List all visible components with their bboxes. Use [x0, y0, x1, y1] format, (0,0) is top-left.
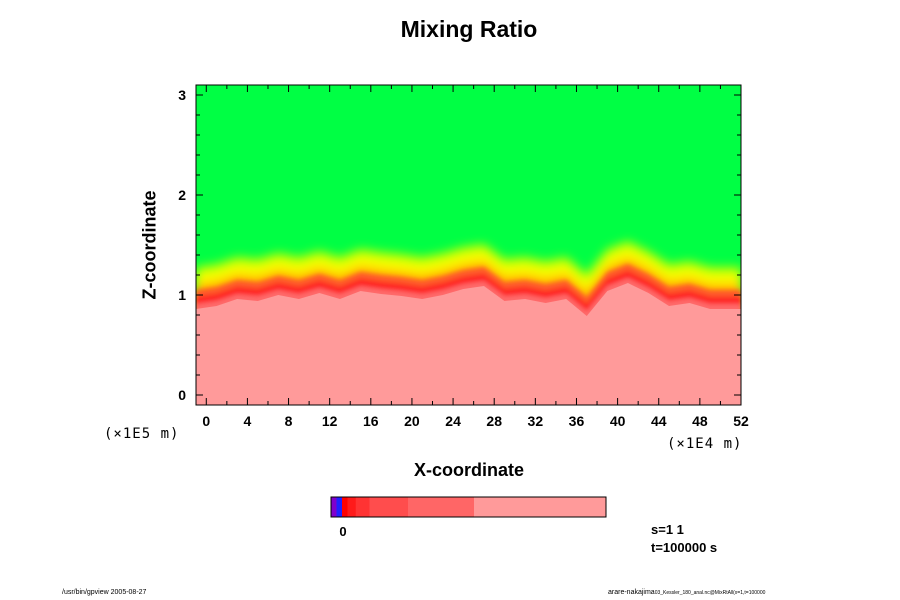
- x-tick-label: 0: [202, 413, 210, 429]
- colorbar-segment: [474, 497, 607, 517]
- x-tick-label: 32: [528, 413, 544, 429]
- colorbar-segment: [369, 497, 409, 517]
- x-tick-label: 16: [363, 413, 379, 429]
- colorbar-tick-label: 0: [339, 524, 346, 539]
- y-tick-label: 0: [178, 387, 186, 403]
- colorbar-segment: [331, 497, 337, 517]
- info-block: s=1 1 t=100000 s: [651, 521, 717, 557]
- y-axis-label: Z-coordinate: [139, 190, 160, 300]
- x-tick-label: 44: [651, 413, 667, 429]
- y-scale-label: (×1E5 m): [104, 426, 180, 442]
- colorbar-segment: [342, 497, 348, 517]
- footer-right: arare-nakajima03_Kessler_180_anal.nc@Mix…: [608, 589, 765, 596]
- x-tick-label: 28: [486, 413, 502, 429]
- x-tick-label: 48: [692, 413, 708, 429]
- x-tick-label: 8: [285, 413, 293, 429]
- footer-right-user: arare-nakajima: [608, 589, 655, 596]
- y-tick-label: 3: [178, 87, 186, 103]
- time-text: t=100000 s: [651, 540, 718, 555]
- y-tick-label: 1: [178, 287, 186, 303]
- x-tick-label: 52: [733, 413, 749, 429]
- x-tick-label: 12: [322, 413, 338, 429]
- y-tick-label: 2: [178, 187, 186, 203]
- x-tick-label: 20: [404, 413, 420, 429]
- x-tick-label: 36: [569, 413, 585, 429]
- colorbar-segment: [408, 497, 475, 517]
- colorbar-segment: [336, 497, 343, 517]
- x-tick-label: 40: [610, 413, 626, 429]
- colorbar-segment: [347, 497, 357, 517]
- plot-frame: [195, 84, 742, 406]
- colorbar-segment: [355, 497, 370, 517]
- x-tick-label: 24: [445, 413, 461, 429]
- lower-layer: [196, 283, 741, 405]
- footer-left: /usr/bin/gpview 2005-08-27: [62, 589, 147, 596]
- step-text: s=1 1: [651, 522, 684, 537]
- chart-title: Mixing Ratio: [400, 16, 538, 42]
- colorbar: 0: [330, 496, 607, 539]
- x-scale-label: (×1E4 m): [667, 436, 743, 452]
- footer-right-file: 03_Kessler_180_anal.nc@MixRtAll(x=1,t=10…: [654, 590, 766, 596]
- x-axis-label: X-coordinate: [413, 460, 524, 480]
- colorbar-frame: [330, 496, 607, 518]
- plot-field: [196, 85, 741, 405]
- x-tick-label: 4: [244, 413, 252, 429]
